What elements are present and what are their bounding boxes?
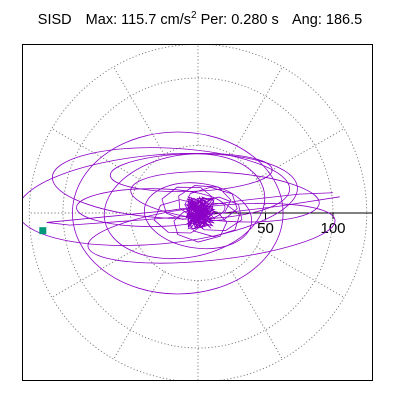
radial-axis: 50 100 [198, 212, 372, 237]
max-amplitude-marker [39, 227, 47, 235]
trace-center-cluster [184, 196, 216, 230]
trace-orbit [87, 203, 336, 264]
grid-spoke [231, 66, 283, 155]
plot-frame: 50 100 [22, 44, 373, 381]
grid-spoke [51, 128, 140, 180]
trace-orbit [103, 153, 266, 260]
grid-spoke [256, 246, 345, 298]
angle-label: Ang: [292, 12, 322, 28]
trace-center-loops [153, 185, 243, 243]
station-code: SISD [37, 12, 72, 28]
trace-orbit [76, 188, 226, 227]
radial-tick-label: 50 [257, 220, 274, 237]
trace-orbit [109, 153, 273, 192]
grid-spoke [256, 128, 345, 180]
grid-spoke [113, 66, 165, 155]
polar-plot: 50 100 [23, 45, 372, 380]
grid-spoke [231, 271, 283, 360]
max-value: 115.7 cm/s [121, 12, 191, 28]
period-value: 0.280 s [231, 12, 279, 28]
trace-orbit [130, 171, 320, 223]
max-label: Max: [85, 12, 118, 28]
trace-orbit [51, 147, 291, 220]
trace-orbit [72, 131, 284, 295]
radial-tick-label: 100 [320, 220, 345, 237]
plot-title: SISD Max: 115.7 cm/s2 Per: 0.280 s Ang: … [0, 10, 400, 28]
angle-value: 186.5 [325, 12, 363, 28]
max-marker-layer [39, 227, 47, 235]
trace-orbit [23, 153, 298, 246]
period-label: Per: [200, 12, 228, 28]
motion-trace [23, 131, 340, 295]
grid-spoke [113, 271, 165, 360]
trace-orbit [143, 182, 253, 250]
max-unit-exponent: 2 [190, 10, 197, 21]
